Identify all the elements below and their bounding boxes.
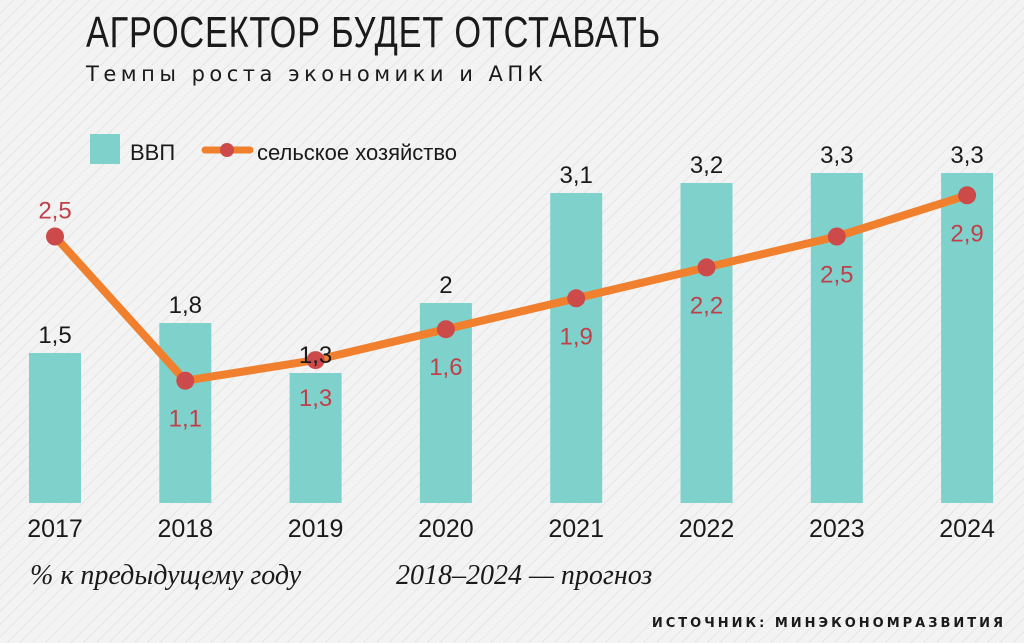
bar-label-2020: 2 (439, 272, 452, 299)
bar-label-2024: 3,3 (950, 142, 983, 169)
source-credit: ИСТОЧНИК: МИНЭКОНОМРАЗВИТИЯ (651, 616, 1006, 631)
legend-label-gdp: ВВП (130, 140, 175, 165)
bar-gdp-2022 (680, 183, 733, 503)
legend-label-agri: сельское хозяйство (257, 140, 457, 165)
line-label-2017: 2,5 (38, 198, 71, 225)
line-label-2023: 2,5 (820, 262, 853, 289)
bar-label-2019: 1,3 (299, 342, 332, 369)
line-label-2018: 1,1 (169, 406, 202, 433)
bar-gdp-2021 (550, 193, 603, 503)
line-label-2022: 2,2 (690, 292, 723, 319)
line-point-2023 (827, 227, 846, 246)
chart-area: ВВП сельское хозяйство 2,5 1,1 1,3 1,6 1,9 2,… (27, 134, 995, 543)
line-label-2020: 1,6 (429, 354, 462, 381)
x-tick-2023: 2023 (809, 515, 865, 543)
x-tick-2019: 2019 (288, 515, 344, 543)
line-point-2018 (176, 371, 195, 390)
bar-gdp-2018 (159, 323, 212, 503)
x-tick-2022: 2022 (679, 515, 735, 543)
bar-label-2018: 1,8 (169, 292, 202, 319)
footnote-forecast: 2018–2024 — прогноз (396, 560, 653, 591)
line-point-2020 (436, 320, 455, 339)
line-point-2019 (306, 351, 325, 370)
line-point-2017 (46, 227, 64, 246)
legend-swatch-gdp (90, 134, 120, 164)
bar-label-2021: 3,1 (560, 162, 593, 189)
line-label-2024: 2,9 (950, 220, 983, 247)
chart-subtitle: Темпы роста экономики и АПК (86, 62, 548, 86)
footnote-unit: % к предыдущему году (30, 560, 302, 591)
line-point-2021 (567, 289, 586, 308)
line-label-2021: 1,9 (560, 323, 593, 350)
bar-label-2022: 3,2 (690, 152, 723, 179)
x-tick-2017: 2017 (27, 515, 83, 543)
x-tick-2018: 2018 (157, 515, 213, 543)
chart-title: АГРОСЕКТОР БУДЕТ ОТСТАВАТЬ (86, 8, 661, 57)
legend-marker-agri (220, 143, 234, 157)
bar-label-2017: 1,5 (38, 322, 71, 349)
line-label-2019: 1,3 (299, 385, 332, 412)
line-agri (51, 191, 972, 385)
bar-label-2023: 3,3 (820, 142, 853, 169)
legend: ВВП сельское хозяйство (90, 134, 457, 165)
bar-gdp-2023 (810, 173, 863, 503)
bar-gdp-2017 (29, 353, 81, 503)
x-tick-2020: 2020 (418, 515, 474, 543)
bar-gdp-2024 (941, 173, 994, 503)
line-point-2022 (697, 258, 716, 277)
bar-gdp-2019 (289, 373, 342, 503)
x-tick-2024: 2024 (939, 515, 995, 543)
x-tick-2021: 2021 (548, 515, 604, 543)
line-point-2024 (958, 186, 977, 205)
